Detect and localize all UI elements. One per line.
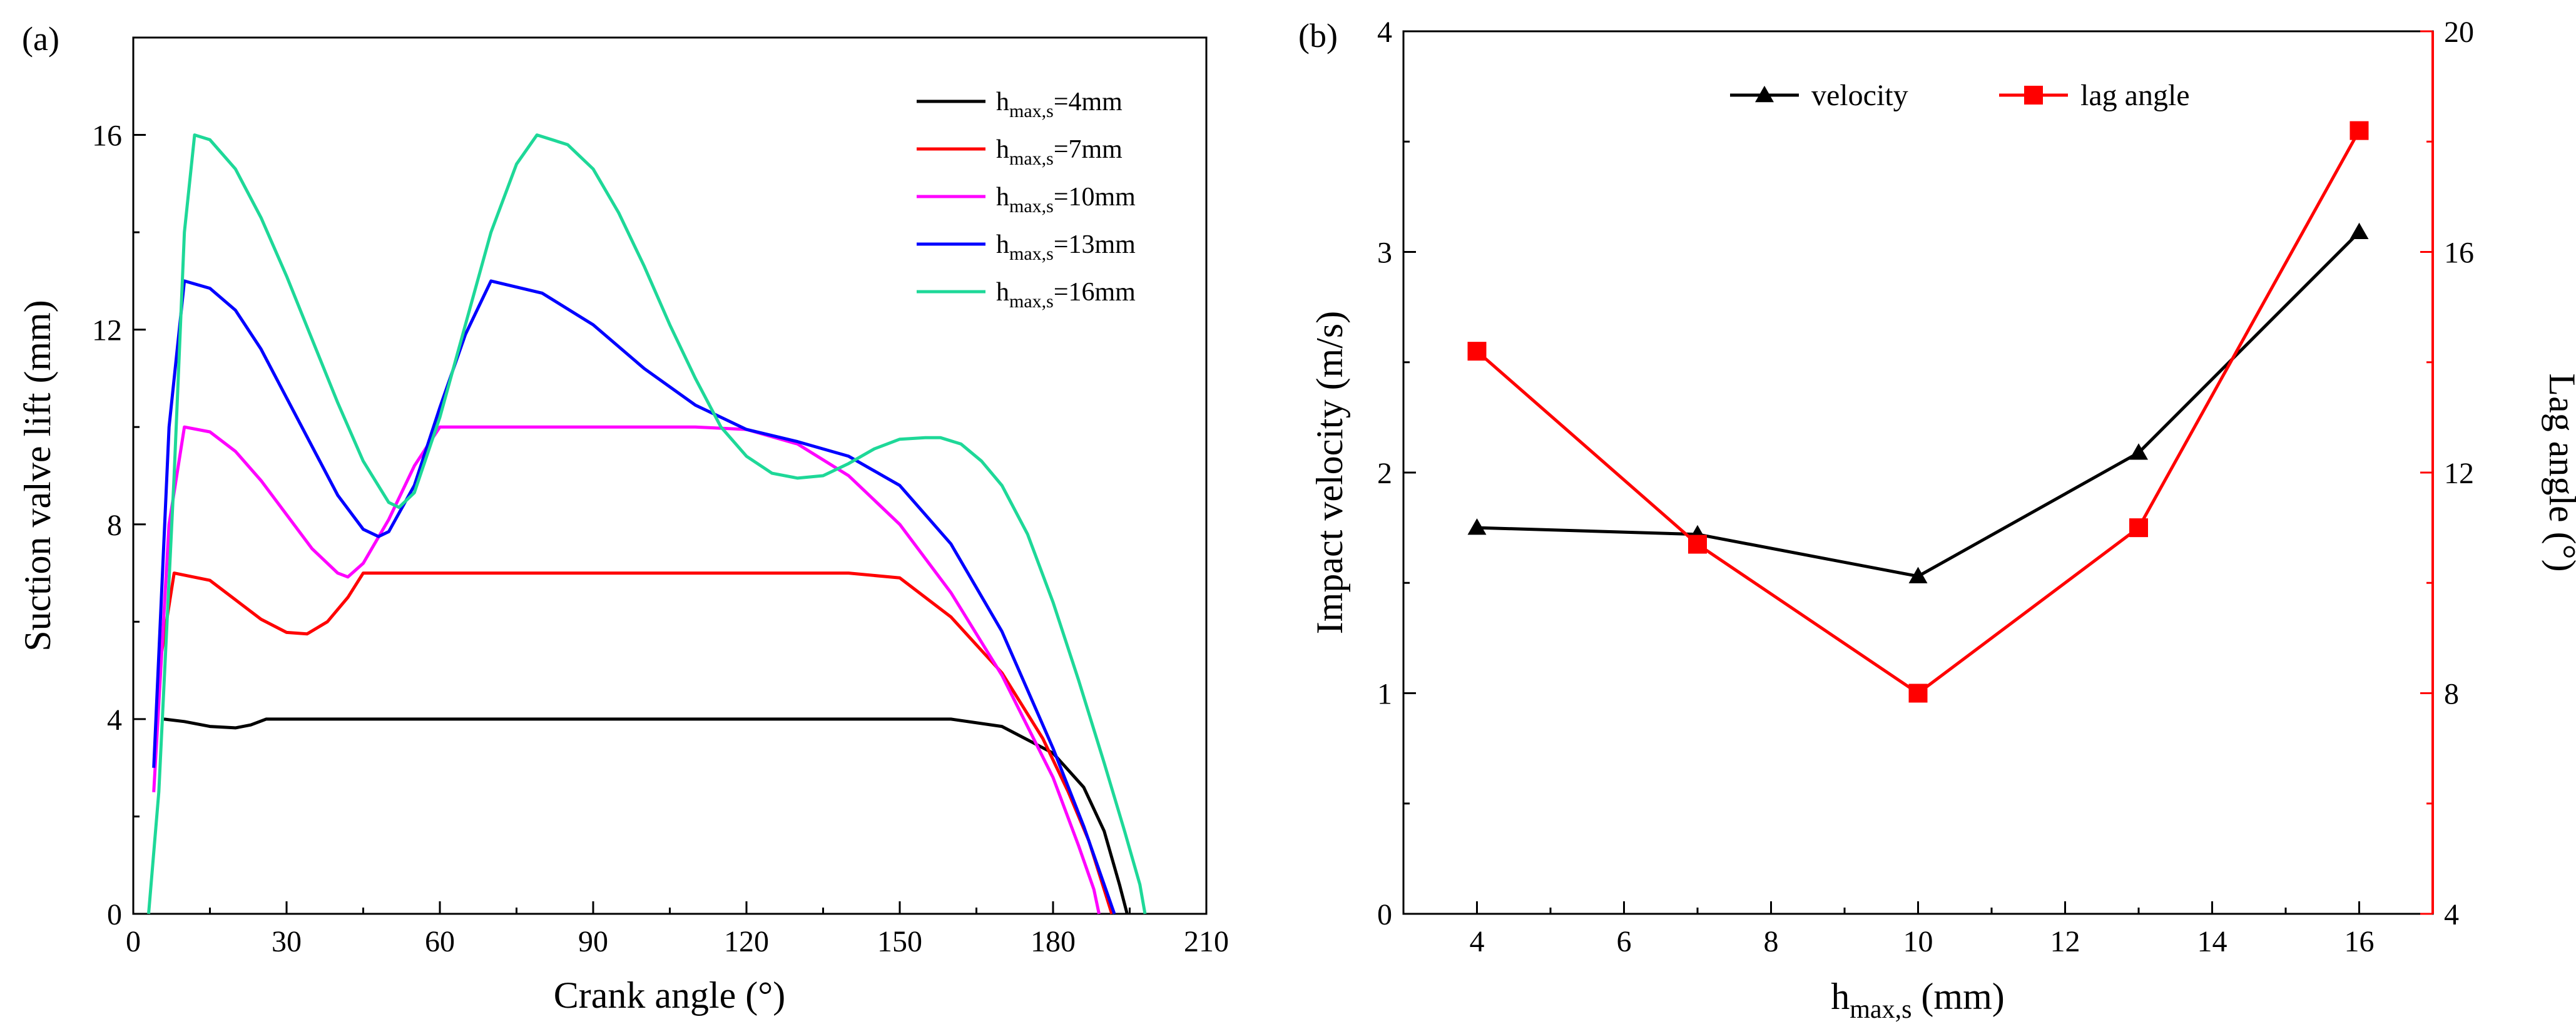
panel-a-x-tick-label: 210 xyxy=(1184,925,1229,958)
panel-a-x-tick-label: 30 xyxy=(272,925,302,958)
panel-a-series-line xyxy=(152,279,1116,914)
panel-b-x-tick-label: 12 xyxy=(2050,925,2080,958)
panel-a-series-line xyxy=(157,571,1114,914)
panel-b-left-y-tick-label: 0 xyxy=(1377,898,1392,931)
panel-b-x-tick-label: 8 xyxy=(1764,925,1779,958)
panel-a-series-line xyxy=(147,133,1147,914)
panel-b-x-tick-label: 10 xyxy=(1903,925,1933,958)
panel-a-y-tick-label: 0 xyxy=(107,898,122,931)
panel-a-y-tick-label: 12 xyxy=(92,314,122,347)
panel-b-right-y-tick-label: 16 xyxy=(2444,237,2474,270)
panel-b-x-tick-label: 4 xyxy=(1470,925,1485,958)
panel-a-x-tick-label: 180 xyxy=(1031,925,1076,958)
panel-b-legend: velocity lag angle xyxy=(1730,79,2190,112)
panel-a-chart: (a) 0 30 60 90 120 150 180 210 0 4 8 12 16 hmax,s=4m… xyxy=(17,20,1229,1016)
panel-b-label: (b) xyxy=(1298,17,1338,54)
panel-a-plot-frame xyxy=(132,36,1208,915)
panel-b-velocity-marker xyxy=(1908,566,1928,583)
panel-b-lag-angle-marker xyxy=(1908,683,1928,703)
panel-b-x-tick-label: 14 xyxy=(2197,925,2227,958)
panel-b-lag-angle-marker xyxy=(2349,121,2369,140)
panel-a-x-tick-label: 150 xyxy=(877,925,922,958)
panel-a-series xyxy=(147,133,1147,914)
panel-b-left-y-axis-label: Impact velocity (m/s) xyxy=(1309,311,1350,635)
panel-b-lag-angle-marker xyxy=(2024,86,2043,105)
panel-b-series-line xyxy=(1477,231,2361,578)
panel-b-series-line xyxy=(1475,130,2361,695)
panel-a-y-tick-label: 16 xyxy=(92,120,122,153)
panel-b-left-y-tick-label: 4 xyxy=(1377,16,1392,49)
panel-b-x-tick-label: 16 xyxy=(2344,925,2375,958)
panel-a-ticks: 0 30 60 90 120 150 180 210 0 4 8 12 16 xyxy=(92,120,1229,958)
panel-b-right-y-tick-label: 20 xyxy=(2444,16,2474,49)
panel-a-legend-label: hmax,s=10mm xyxy=(996,183,1136,217)
panel-a-y-axis-label: Suction valve lift (mm) xyxy=(17,300,58,652)
panel-b-lag-angle-marker xyxy=(1467,342,1487,361)
panel-a-legend-label: hmax,s=13mm xyxy=(996,230,1136,264)
panel-a-legend: hmax,s=4mm hmax,s=7mm hmax,s=10mm hmax,s=13… xyxy=(917,88,1136,312)
panel-a-series-line xyxy=(163,717,1129,914)
panel-b-velocity-marker xyxy=(2349,222,2369,240)
panel-a-label: (a) xyxy=(22,20,59,58)
panel-a-legend-label: hmax,s=7mm xyxy=(996,135,1123,169)
panel-a-x-tick-label: 0 xyxy=(126,925,141,958)
panel-b-legend-label: lag angle xyxy=(2080,79,2190,112)
panel-a-x-tick-label: 120 xyxy=(724,925,769,958)
panel-b-right-y-tick-label: 4 xyxy=(2444,898,2459,931)
panel-b-right-y-tick-label: 8 xyxy=(2444,678,2459,711)
panel-a-legend-label: hmax,s=16mm xyxy=(996,278,1136,312)
panel-a-y-tick-label: 8 xyxy=(107,509,122,542)
panel-b-right-y-tick-label: 12 xyxy=(2444,457,2474,490)
panel-b-x-tick-label: 6 xyxy=(1617,925,1632,958)
panel-a-x-axis-label: Crank angle (°) xyxy=(554,975,786,1016)
panel-a-x-tick-label: 90 xyxy=(578,925,608,958)
panel-b-right-y-axis-label: Lag angle (°) xyxy=(2542,373,2576,571)
panel-b-left-y-tick-label: 1 xyxy=(1377,678,1392,711)
panel-a-series-line xyxy=(152,425,1101,914)
panel-b-plot-frame xyxy=(1402,30,2434,915)
panel-b-lag-angle-marker xyxy=(2129,518,2148,538)
panel-b-legend-label: velocity xyxy=(1811,79,1908,112)
panel-b-left-y-tick-label: 3 xyxy=(1377,237,1392,270)
panel-b-velocity-marker xyxy=(1467,518,1487,535)
panel-a-x-tick-label: 60 xyxy=(425,925,455,958)
panel-b-velocity-marker xyxy=(1755,86,1774,103)
panel-b-lag-angle-marker xyxy=(1688,535,1707,554)
panel-b-series xyxy=(1467,121,2369,703)
panel-b-velocity-marker xyxy=(2129,443,2148,460)
panel-b-x-axis-label: hmax,s (mm) xyxy=(1831,976,2004,1024)
panel-a-y-tick-label: 4 xyxy=(107,704,122,737)
panel-b-left-y-tick-label: 2 xyxy=(1377,457,1392,490)
panel-a-legend-label: hmax,s=4mm xyxy=(996,88,1123,121)
